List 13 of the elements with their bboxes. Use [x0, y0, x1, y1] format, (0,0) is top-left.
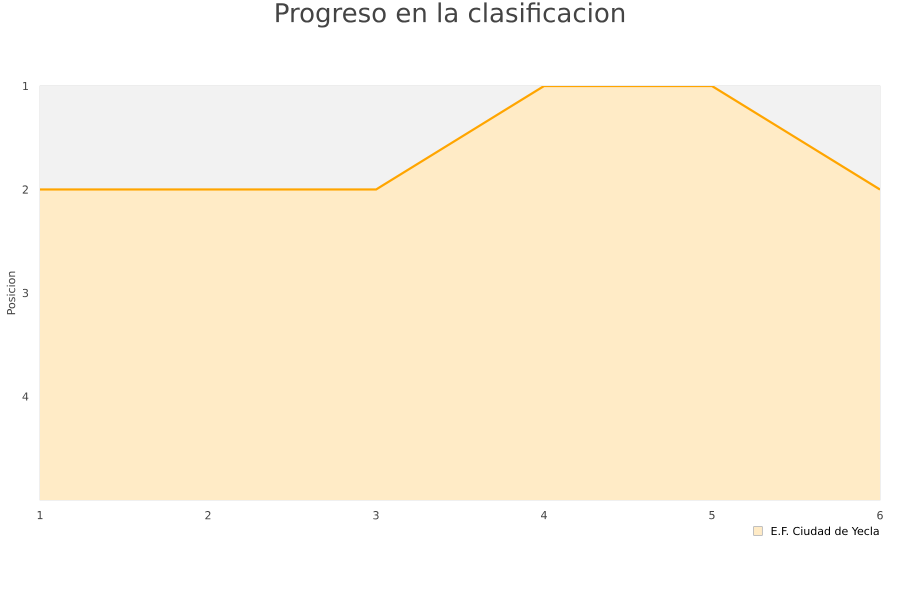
y-tick-label: 1: [23, 82, 28, 90]
y-tick-label: 2: [22, 185, 28, 194]
y-axis-title: Posicion: [6, 272, 16, 314]
x-tick-label: 6: [877, 511, 883, 520]
chart-title: Progreso en la clasificacion: [276, 2, 624, 28]
x-tick-label: 5: [709, 511, 715, 520]
y-tick-label: 4: [22, 392, 28, 401]
x-tick-label: 2: [205, 511, 210, 520]
text: E.F. Ciudad de Yecla: [772, 526, 879, 536]
x-tick-label: 4: [541, 511, 547, 520]
x-tick-label: 3: [373, 511, 379, 520]
y-tick-label: 3: [22, 288, 28, 298]
x-tick-label: 1: [38, 511, 42, 520]
